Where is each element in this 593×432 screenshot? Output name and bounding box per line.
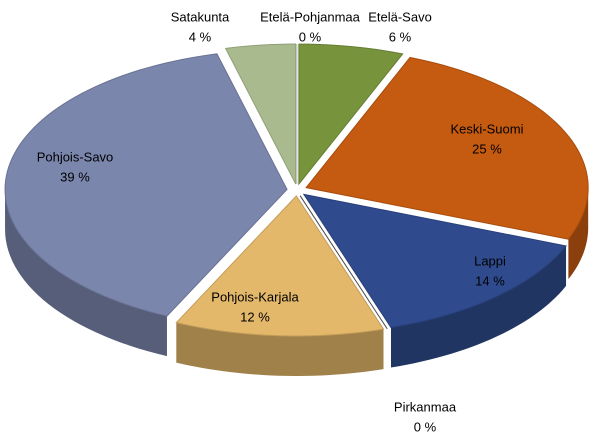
tops — [4, 43, 589, 337]
slice-value-label: 6 % — [389, 29, 412, 44]
slice-label: Satakunta — [171, 9, 230, 24]
slice-value-label: 4 % — [189, 29, 212, 44]
slice — [4, 53, 288, 317]
slice-side — [568, 187, 589, 280]
slice-label: Etelä-Pohjanmaa — [260, 9, 360, 24]
slice-label: Pohjois-Savo — [37, 149, 114, 164]
slice — [298, 43, 404, 186]
slice-value-label: 14 % — [475, 273, 505, 288]
slice-value-label: 0 % — [299, 29, 322, 44]
slice-label: Pirkanmaa — [394, 399, 457, 414]
slice-side — [5, 189, 167, 357]
slice — [175, 195, 385, 337]
slice — [305, 56, 589, 240]
slice-label: Pohjois-Karjala — [211, 289, 299, 304]
slice-label: Etelä-Savo — [368, 9, 432, 24]
slice-side — [390, 245, 567, 368]
slice-label: Keski-Suomi — [451, 121, 524, 136]
slice — [299, 195, 388, 330]
slice-value-label: 12 % — [240, 309, 270, 324]
slice-side — [176, 322, 384, 376]
slice-value-label: 39 % — [60, 169, 90, 184]
slice-value-label: 25 % — [472, 141, 502, 156]
slice-value-label: 0 % — [414, 419, 437, 432]
walls — [5, 187, 589, 376]
slice — [224, 43, 297, 185]
slice-label: Lappi — [474, 253, 506, 268]
slice — [302, 193, 567, 329]
